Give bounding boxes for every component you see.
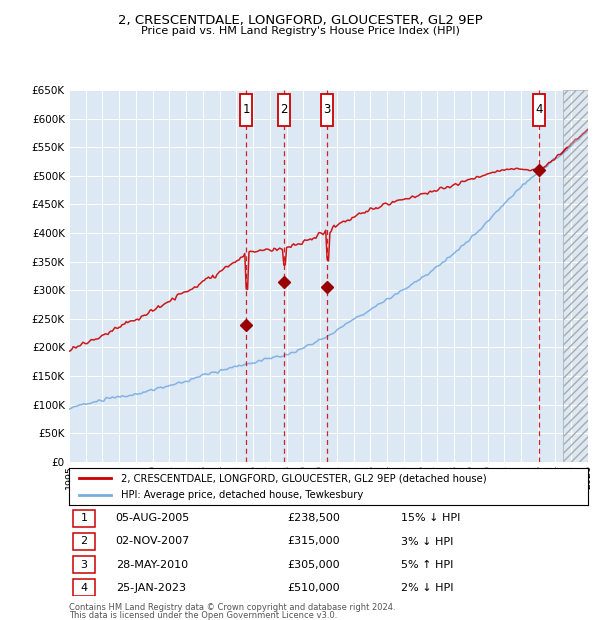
Text: This data is licensed under the Open Government Licence v3.0.: This data is licensed under the Open Gov…: [69, 611, 337, 620]
Bar: [563, 90, 588, 462]
FancyBboxPatch shape: [73, 578, 95, 596]
FancyBboxPatch shape: [321, 94, 333, 126]
Text: 5% ↑ HPI: 5% ↑ HPI: [401, 559, 454, 570]
FancyBboxPatch shape: [73, 556, 95, 574]
Text: 1: 1: [80, 513, 88, 523]
FancyBboxPatch shape: [278, 94, 290, 126]
Text: 4: 4: [535, 104, 542, 117]
Text: Contains HM Land Registry data © Crown copyright and database right 2024.: Contains HM Land Registry data © Crown c…: [69, 603, 395, 612]
Text: 2: 2: [80, 536, 88, 546]
Text: 2, CRESCENTDALE, LONGFORD, GLOUCESTER, GL2 9EP (detached house): 2, CRESCENTDALE, LONGFORD, GLOUCESTER, G…: [121, 473, 487, 483]
Text: 3: 3: [80, 559, 88, 570]
Text: 05-AUG-2005: 05-AUG-2005: [116, 513, 190, 523]
Text: £238,500: £238,500: [287, 513, 340, 523]
FancyBboxPatch shape: [533, 94, 545, 126]
Text: £305,000: £305,000: [287, 559, 340, 570]
Text: 2: 2: [280, 104, 287, 117]
Text: 25-JAN-2023: 25-JAN-2023: [116, 583, 186, 593]
Text: £315,000: £315,000: [287, 536, 340, 546]
Text: 1: 1: [242, 104, 250, 117]
Text: Price paid vs. HM Land Registry's House Price Index (HPI): Price paid vs. HM Land Registry's House …: [140, 26, 460, 36]
Text: 2, CRESCENTDALE, LONGFORD, GLOUCESTER, GL2 9EP: 2, CRESCENTDALE, LONGFORD, GLOUCESTER, G…: [118, 14, 482, 27]
FancyBboxPatch shape: [73, 510, 95, 527]
Bar: [563, 90, 588, 462]
FancyBboxPatch shape: [241, 94, 252, 126]
Text: 3: 3: [323, 104, 331, 117]
FancyBboxPatch shape: [73, 533, 95, 551]
Text: 28-MAY-2010: 28-MAY-2010: [116, 559, 188, 570]
Text: 02-NOV-2007: 02-NOV-2007: [116, 536, 190, 546]
Text: £510,000: £510,000: [287, 583, 340, 593]
Text: HPI: Average price, detached house, Tewkesbury: HPI: Average price, detached house, Tewk…: [121, 490, 363, 500]
Text: 4: 4: [80, 583, 88, 593]
Text: 2% ↓ HPI: 2% ↓ HPI: [401, 583, 454, 593]
Text: 3% ↓ HPI: 3% ↓ HPI: [401, 536, 454, 546]
Text: 15% ↓ HPI: 15% ↓ HPI: [401, 513, 461, 523]
